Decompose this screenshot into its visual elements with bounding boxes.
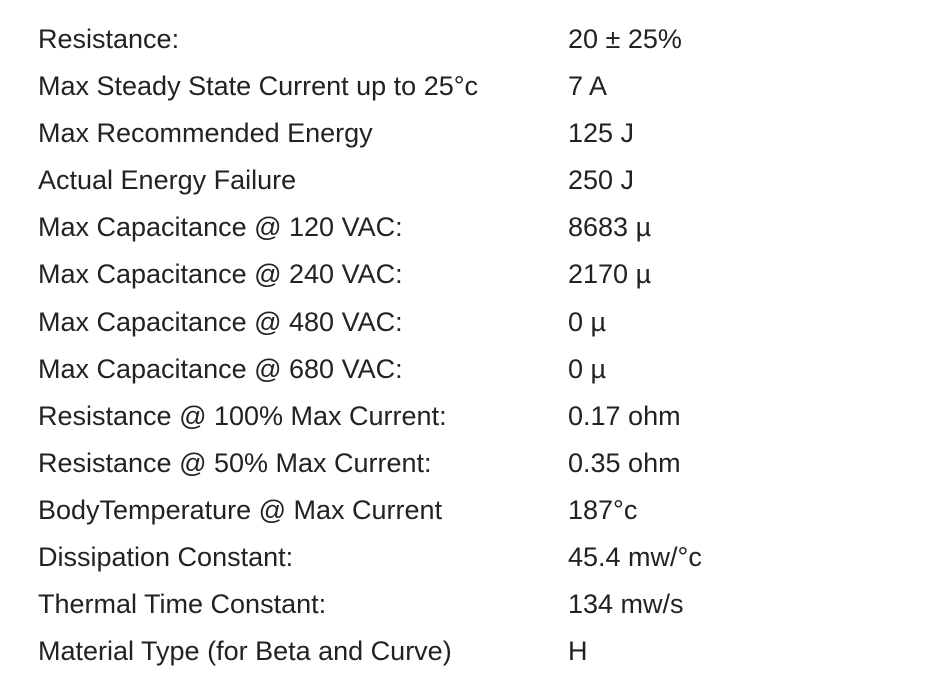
spec-row-value: 0.17 ohm — [568, 399, 934, 434]
spec-row-value: 20 ± 25% — [568, 22, 934, 57]
spec-row-value: H — [568, 634, 934, 669]
spec-row-label: Max Recommended Energy — [38, 116, 568, 151]
spec-row-value: 250 J — [568, 163, 934, 198]
spec-row-value: 2170 µ — [568, 257, 934, 292]
spec-row-label: Max Capacitance @ 120 VAC: — [38, 210, 568, 245]
spec-row-label: BodyTemperature @ Max Current — [38, 493, 568, 528]
spec-row-value: 8683 µ — [568, 210, 934, 245]
spec-row-value: 45.4 mw/°c — [568, 540, 934, 575]
spec-table: Resistance: 20 ± 25% Max Steady State Cu… — [0, 0, 950, 691]
spec-row-value: 0.35 ohm — [568, 446, 934, 481]
spec-row-label: Max Capacitance @ 680 VAC: — [38, 352, 568, 387]
spec-row-value: 0 µ — [568, 352, 934, 387]
spec-row-value: 134 mw/s — [568, 587, 934, 622]
spec-row-label: Resistance @ 100% Max Current: — [38, 399, 568, 434]
spec-row-value: 125 J — [568, 116, 934, 151]
spec-row-label: Max Capacitance @ 240 VAC: — [38, 257, 568, 292]
spec-row-label: Dissipation Constant: — [38, 540, 568, 575]
spec-row-label: Thermal Time Constant: — [38, 587, 568, 622]
spec-row-label: Max Steady State Current up to 25°c — [38, 69, 568, 104]
spec-row-label: Max Capacitance @ 480 VAC: — [38, 305, 568, 340]
spec-row-value: 7 A — [568, 69, 934, 104]
spec-row-label: Material Type (for Beta and Curve) — [38, 634, 568, 669]
spec-row-label: Resistance: — [38, 22, 568, 57]
spec-row-value: 187°c — [568, 493, 934, 528]
spec-row-label: Actual Energy Failure — [38, 163, 568, 198]
spec-row-value: 0 µ — [568, 305, 934, 340]
spec-row-label: Resistance @ 50% Max Current: — [38, 446, 568, 481]
